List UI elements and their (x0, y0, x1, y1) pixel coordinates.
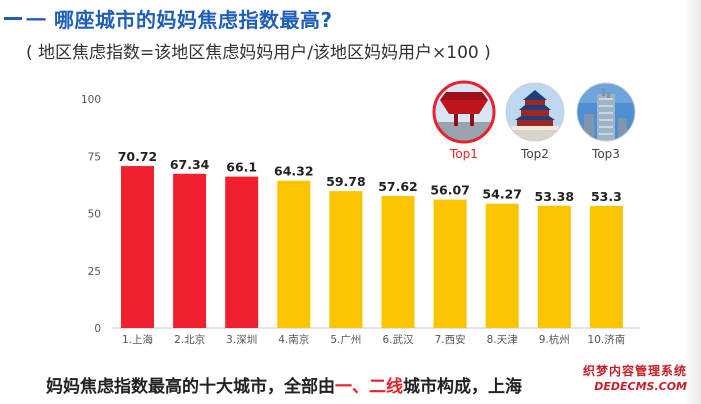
data-label: 56.07 (430, 183, 470, 198)
bar (277, 180, 311, 328)
data-label: 67.34 (170, 157, 210, 172)
x-tick-label: 5.广州 (330, 334, 361, 346)
x-tick-label: 4.南京 (278, 333, 309, 346)
footer-highlight: 一、二线 (335, 377, 403, 397)
bar (173, 173, 207, 328)
temple-of-heaven-icon (505, 82, 565, 142)
top-badge-label: Top2 (520, 147, 549, 161)
data-label: 59.78 (326, 174, 366, 189)
footer-caption: 妈妈焦虑指数最高的十大城市，全部由一、二线城市构成，上海 (46, 372, 522, 397)
y-tick-label: 100 (81, 94, 101, 106)
x-tick-label: 1.上海 (122, 333, 154, 346)
bar (485, 203, 519, 328)
data-label: 54.27 (482, 187, 522, 202)
bar (381, 196, 415, 328)
top-badge-label: Top1 (449, 147, 478, 161)
bar (329, 191, 363, 328)
bar (433, 199, 467, 328)
data-label: 53.38 (535, 189, 575, 204)
top-badge-label: Top3 (591, 147, 620, 161)
bar (121, 166, 154, 328)
title-row: 一 哪座城市的妈妈焦虑指数最高? (4, 4, 333, 32)
watermark-line1: 织梦内容管理系统 (582, 364, 687, 378)
skyscraper-icon (576, 82, 636, 142)
bar (225, 176, 259, 328)
x-tick-label: 3.深圳 (226, 334, 257, 346)
x-tick-label: 6.武汉 (382, 333, 414, 346)
x-tick-label: 7.西安 (435, 333, 466, 346)
watermark: 织梦内容管理系统 DEDECMS.COM (577, 362, 695, 398)
x-tick-label: 9.杭州 (539, 333, 570, 346)
data-label: 53.3 (591, 189, 622, 204)
y-tick-label: 25 (88, 266, 101, 278)
x-tick-label: 10.济南 (588, 333, 626, 346)
y-tick-label: 75 (88, 151, 101, 163)
data-label: 70.72 (118, 149, 158, 164)
bar (589, 205, 623, 328)
data-label: 64.32 (274, 164, 314, 179)
x-tick-label: 2.北京 (174, 333, 205, 346)
data-label: 66.1 (226, 160, 257, 175)
page-subtitle: ( 地区焦虑指数=该地区焦虑妈妈用户/该地区妈妈用户×100 ) (26, 43, 491, 63)
right-edge-fade (683, 0, 701, 404)
footer-text-after: 城市构成，上海 (403, 377, 522, 397)
pavilion-icon (432, 80, 496, 144)
page-title: 一 哪座城市的妈妈焦虑指数最高? (26, 7, 333, 32)
watermark-line2: DEDECMS.COM (594, 380, 687, 393)
title-dash (4, 16, 22, 20)
x-tick-label: 8.天津 (487, 334, 519, 346)
footer-text-before: 妈妈焦虑指数最高的十大城市，全部由 (46, 377, 335, 397)
data-label: 57.62 (378, 179, 418, 194)
y-tick-label: 0 (94, 323, 101, 335)
y-tick-label: 50 (88, 209, 101, 221)
bar (537, 205, 571, 328)
